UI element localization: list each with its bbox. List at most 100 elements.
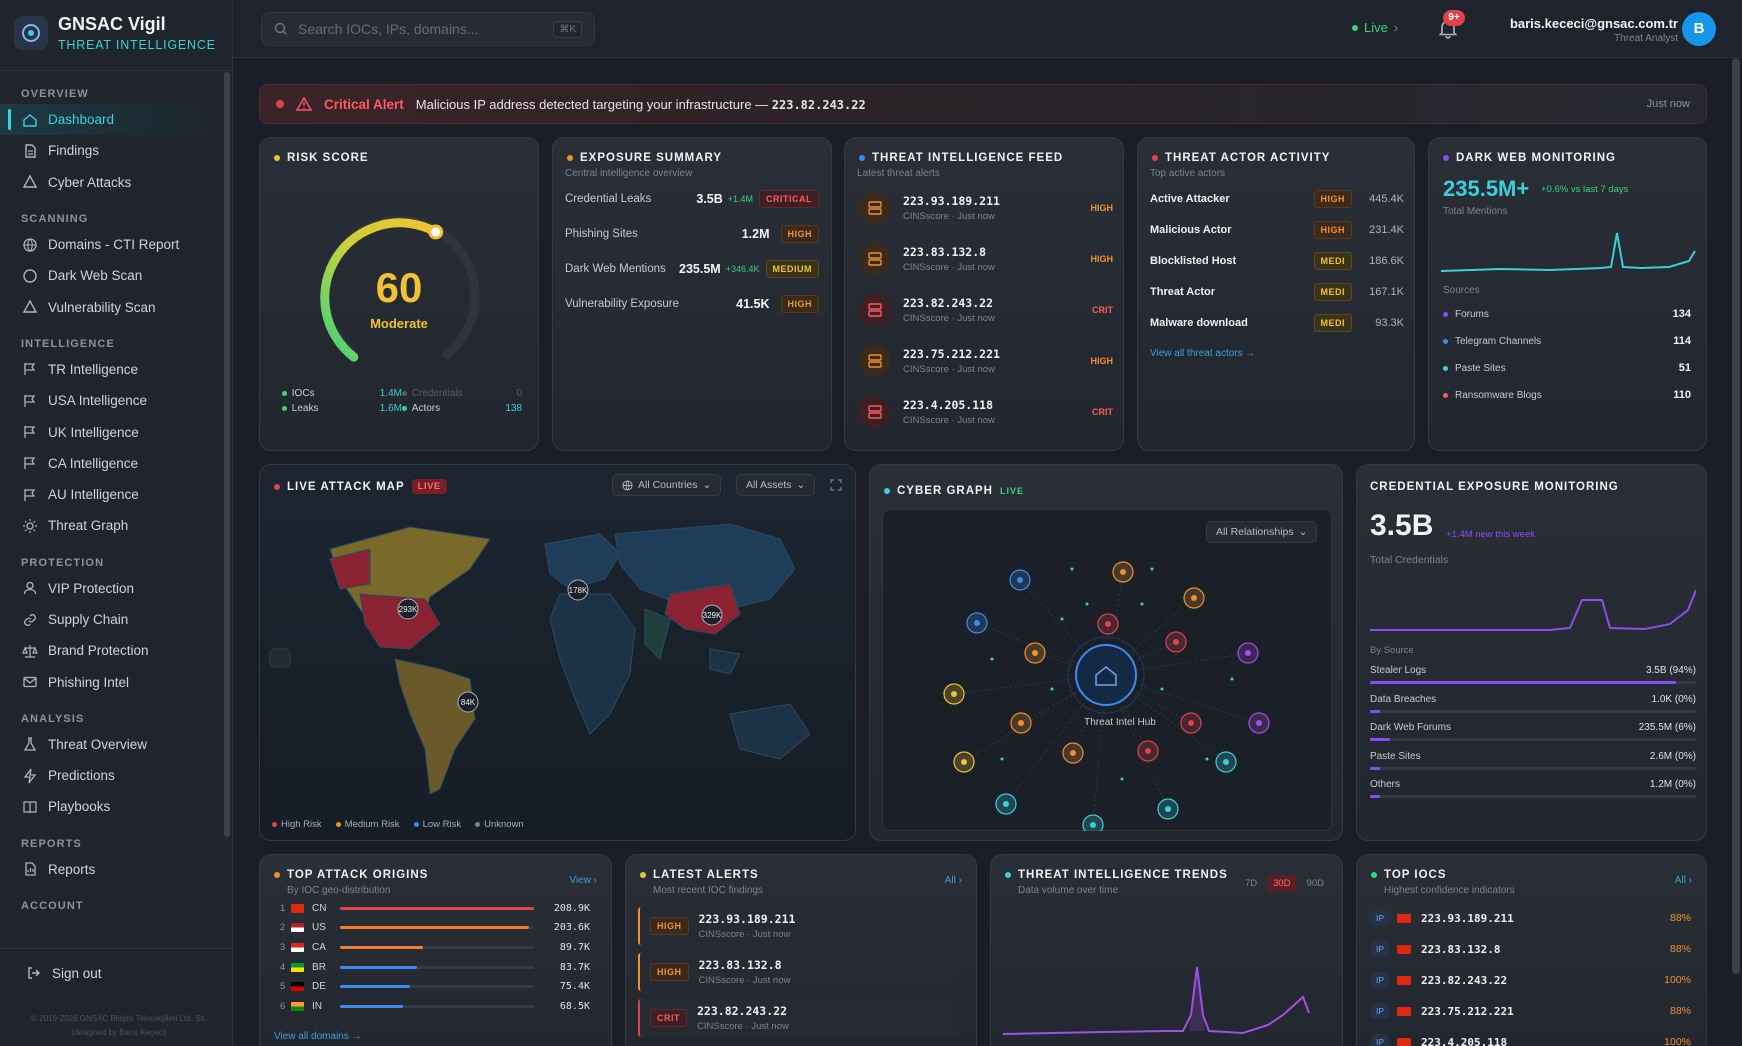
- latest-alert-item[interactable]: CRIT 223.82.243.22 CINSscore · Just now: [638, 999, 958, 1037]
- sidebar-nav: OVERVIEW Dashboard Findings Cyber Attacks SC…: [0, 84, 222, 916]
- sidebar-item-ca-intelligence[interactable]: CA Intelligence: [0, 448, 222, 479]
- live-toggle[interactable]: Live ›: [1352, 20, 1398, 35]
- origin-row[interactable]: 5 DE 75.4K: [280, 977, 590, 997]
- origin-row[interactable]: 3 CA 89.7K: [280, 937, 590, 957]
- exposure-row[interactable]: Vulnerability Exposure 41.5K HIGH: [565, 295, 819, 313]
- marker-north-america[interactable]: 293K: [399, 605, 418, 614]
- origins-view-link[interactable]: View ›: [569, 875, 597, 886]
- exposure-row[interactable]: Dark Web Mentions 235.5M +346.4K MEDIUM: [565, 260, 819, 278]
- avatar[interactable]: B: [1682, 12, 1716, 46]
- credential-source-row[interactable]: Data Breaches 1.0K (0%): [1370, 694, 1696, 713]
- network-graph[interactable]: [882, 509, 1332, 831]
- credential-source-row[interactable]: Stealer Logs 3.5B (94%): [1370, 665, 1696, 684]
- feed-item[interactable]: 223.82.243.22 CINSscore · Just now CRIT: [859, 288, 1113, 332]
- feed-item[interactable]: 223.4.205.118 CINSscore · Just now CRIT: [859, 390, 1113, 434]
- ioc-row[interactable]: IP 223.83.132.8 88%: [1371, 938, 1691, 960]
- countries-filter[interactable]: All Countries ⌄: [612, 474, 722, 496]
- sidebar-item-au-intelligence[interactable]: AU Intelligence: [0, 479, 222, 510]
- sidebar-item-label: Threat Graph: [48, 518, 129, 534]
- marker-europe[interactable]: 178K: [569, 586, 588, 595]
- origin-row[interactable]: 6 IN 68.5K: [280, 997, 590, 1017]
- sidebar-item-findings[interactable]: Findings: [0, 135, 222, 166]
- sidebar-item-tr-intelligence[interactable]: TR Intelligence: [0, 354, 222, 385]
- expand-icon[interactable]: [830, 479, 842, 491]
- exposure-title: EXPOSURE SUMMARY: [580, 152, 723, 164]
- link-icon: [24, 613, 36, 626]
- sidebar-item-cyber-attacks[interactable]: Cyber Attacks: [0, 167, 222, 198]
- search-box[interactable]: ⌘K: [261, 12, 595, 46]
- sidebar-item-dashboard[interactable]: Dashboard: [0, 104, 222, 136]
- sidebar-item-vip-protection[interactable]: VIP Protection: [0, 573, 222, 604]
- feed-item[interactable]: 223.75.212.221 CINSscore · Just now HIGH: [859, 339, 1113, 383]
- search-input[interactable]: [298, 21, 544, 37]
- ioc-row[interactable]: IP 223.93.189.211 88%: [1371, 907, 1691, 929]
- sidebar-item-threat-graph[interactable]: Threat Graph: [0, 510, 222, 541]
- ioc-row[interactable]: IP 223.82.243.22 100%: [1371, 969, 1691, 991]
- assets-filter[interactable]: All Assets ⌄: [736, 474, 816, 496]
- flag-icon: [24, 457, 36, 470]
- map-legend-label: Low Risk: [422, 819, 462, 830]
- sidebar-item-reports[interactable]: Reports: [0, 854, 222, 885]
- credential-source-row[interactable]: Others 1.2M (0%): [1370, 779, 1696, 798]
- darkweb-title: DARK WEB MONITORING: [1456, 152, 1616, 164]
- range-90d[interactable]: 90D: [1306, 878, 1324, 889]
- view-all-actors-link[interactable]: View all threat actors →: [1150, 348, 1256, 359]
- sidebar-item-usa-intelligence[interactable]: USA Intelligence: [0, 385, 222, 416]
- origin-row[interactable]: 1 CN 208.9K: [280, 898, 590, 918]
- source-row[interactable]: Forums 134: [1443, 308, 1691, 320]
- sidebar-item-predictions[interactable]: Predictions: [0, 760, 222, 791]
- sidebar-scrollbar[interactable]: [224, 72, 230, 837]
- map-legend-item: High Risk: [272, 819, 322, 830]
- source-row[interactable]: Telegram Channels 114: [1443, 335, 1691, 347]
- flag-icon: [1397, 913, 1412, 923]
- sidebar-item-uk-intelligence[interactable]: UK Intelligence: [0, 416, 222, 447]
- actor-row[interactable]: Malware download MEDI 93.3K: [1150, 314, 1404, 332]
- latest-alert-item[interactable]: HIGH 223.93.189.211 CINSscore · Just now: [638, 907, 958, 945]
- latest-all-link[interactable]: All ›: [944, 875, 962, 886]
- user-info[interactable]: baris.kececi@gnsac.com.tr Threat Analyst: [1510, 16, 1678, 44]
- ioc-row[interactable]: IP 223.4.205.118 100%: [1371, 1031, 1691, 1046]
- relationships-filter[interactable]: All Relationships ⌄: [1206, 521, 1318, 543]
- exposure-row[interactable]: Phishing Sites 1.2M HIGH: [565, 225, 819, 243]
- iocs-all-link[interactable]: All ›: [1674, 875, 1692, 886]
- origin-row[interactable]: 2 US 203.6K: [280, 918, 590, 938]
- severity-badge: CRIT: [1092, 407, 1113, 417]
- world-map[interactable]: 293K 178K 329K 84K: [260, 499, 856, 819]
- sidebar-item-domains-cti-report[interactable]: Domains - CTI Report: [0, 229, 222, 260]
- actor-row[interactable]: Blocklisted Host MEDI 186.6K: [1150, 252, 1404, 270]
- actor-row[interactable]: Active Attacker HIGH 445.4K: [1150, 190, 1404, 208]
- origin-country: CA: [312, 941, 326, 953]
- origin-row[interactable]: 4 BR 83.7K: [280, 957, 590, 977]
- page-scrollbar[interactable]: [1732, 58, 1740, 974]
- credential-source-row[interactable]: Dark Web Forums 235.5M (6%): [1370, 722, 1696, 741]
- exposure-row[interactable]: Credential Leaks 3.5B +1.4M CRITICAL: [565, 190, 819, 208]
- credential-source-row[interactable]: Paste Sites 2.6M (0%): [1370, 751, 1696, 770]
- sidebar: GNSAC Vigil THREAT INTELLIGENCE OVERVIEW…: [0, 0, 233, 1046]
- top-iocs-card: TOP IOCS Highest confidence indicators A…: [1356, 854, 1707, 1046]
- feed-item[interactable]: 223.93.189.211 CINSscore · Just now HIGH: [859, 186, 1113, 230]
- actor-row[interactable]: Malicious Actor HIGH 231.4K: [1150, 221, 1404, 239]
- source-row[interactable]: Paste Sites 51: [1443, 362, 1691, 374]
- range-7d[interactable]: 7D: [1244, 878, 1258, 889]
- range-30d[interactable]: 30D: [1267, 875, 1297, 892]
- signout-button[interactable]: Sign out: [26, 965, 102, 981]
- critical-alert-banner[interactable]: Critical Alert Malicious IP address dete…: [259, 84, 1707, 124]
- origin-rank: 5: [280, 981, 286, 993]
- brand[interactable]: GNSAC Vigil THREAT INTELLIGENCE: [14, 14, 216, 52]
- sidebar-item-brand-protection[interactable]: Brand Protection: [0, 635, 222, 666]
- sidebar-item-playbooks[interactable]: Playbooks: [0, 791, 222, 822]
- view-all-domains-link[interactable]: View all domains →: [274, 1031, 362, 1042]
- sidebar-item-dark-web-scan[interactable]: Dark Web Scan: [0, 260, 222, 291]
- sidebar-item-supply-chain[interactable]: Supply Chain: [0, 604, 222, 635]
- sidebar-item-phishing-intel[interactable]: Phishing Intel: [0, 666, 222, 697]
- actor-row[interactable]: Threat Actor MEDI 167.1K: [1150, 283, 1404, 301]
- feed-item[interactable]: 223.83.132.8 CINSscore · Just now HIGH: [859, 237, 1113, 281]
- ioc-row[interactable]: IP 223.75.212.221 88%: [1371, 1000, 1691, 1022]
- sidebar-item-vulnerability-scan[interactable]: Vulnerability Scan: [0, 291, 222, 322]
- origins-title: TOP ATTACK ORIGINS: [287, 869, 429, 881]
- source-row[interactable]: Ransomware Blogs 110: [1443, 389, 1691, 401]
- marker-china[interactable]: 329K: [703, 611, 722, 620]
- marker-brazil[interactable]: 84K: [461, 698, 476, 707]
- latest-alert-item[interactable]: HIGH 223.83.132.8 CINSscore · Just now: [638, 953, 958, 991]
- sidebar-item-threat-overview[interactable]: Threat Overview: [0, 729, 222, 760]
